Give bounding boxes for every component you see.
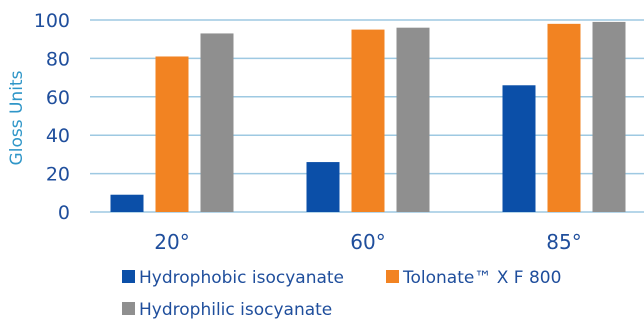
- y-axis-ticks: 0 20 40 60 80 100: [34, 10, 70, 224]
- bar-3-3: [592, 21, 626, 213]
- bars: [110, 21, 626, 213]
- y-tick-label: 20: [46, 164, 70, 186]
- bar-1-1: [110, 194, 144, 212]
- x-tick-label: 85°: [546, 230, 581, 254]
- x-axis-ticks: 20° 60° 85°: [154, 230, 581, 254]
- legend-swatch: [122, 270, 135, 283]
- legend-swatch: [386, 270, 399, 283]
- legend-swatch: [122, 302, 135, 315]
- bar-2-1: [155, 56, 189, 213]
- y-tick-label: 80: [46, 48, 70, 70]
- legend: Hydrophobic isocyanate Tolonate™ X F 800 H…: [122, 268, 561, 320]
- bar-1-3: [502, 85, 536, 212]
- bar-3-2: [396, 27, 430, 213]
- x-tick-label: 60°: [350, 230, 385, 254]
- bar-3-1: [200, 33, 234, 212]
- bar-2-3: [547, 23, 581, 213]
- y-tick-label: 0: [58, 202, 70, 224]
- y-tick-label: 100: [34, 10, 70, 32]
- legend-label: Hydrophobic isocyanate: [139, 268, 344, 288]
- bar-1-2: [306, 162, 340, 212]
- bar-2-2: [351, 29, 385, 212]
- legend-label: Hydrophilic isocyanate: [139, 300, 332, 320]
- x-tick-label: 20°: [154, 230, 189, 254]
- y-tick-label: 60: [46, 87, 70, 109]
- legend-label: Tolonate™ X F 800: [402, 268, 561, 288]
- y-tick-label: 40: [46, 125, 70, 147]
- y-axis-label: Gloss Units: [7, 70, 27, 165]
